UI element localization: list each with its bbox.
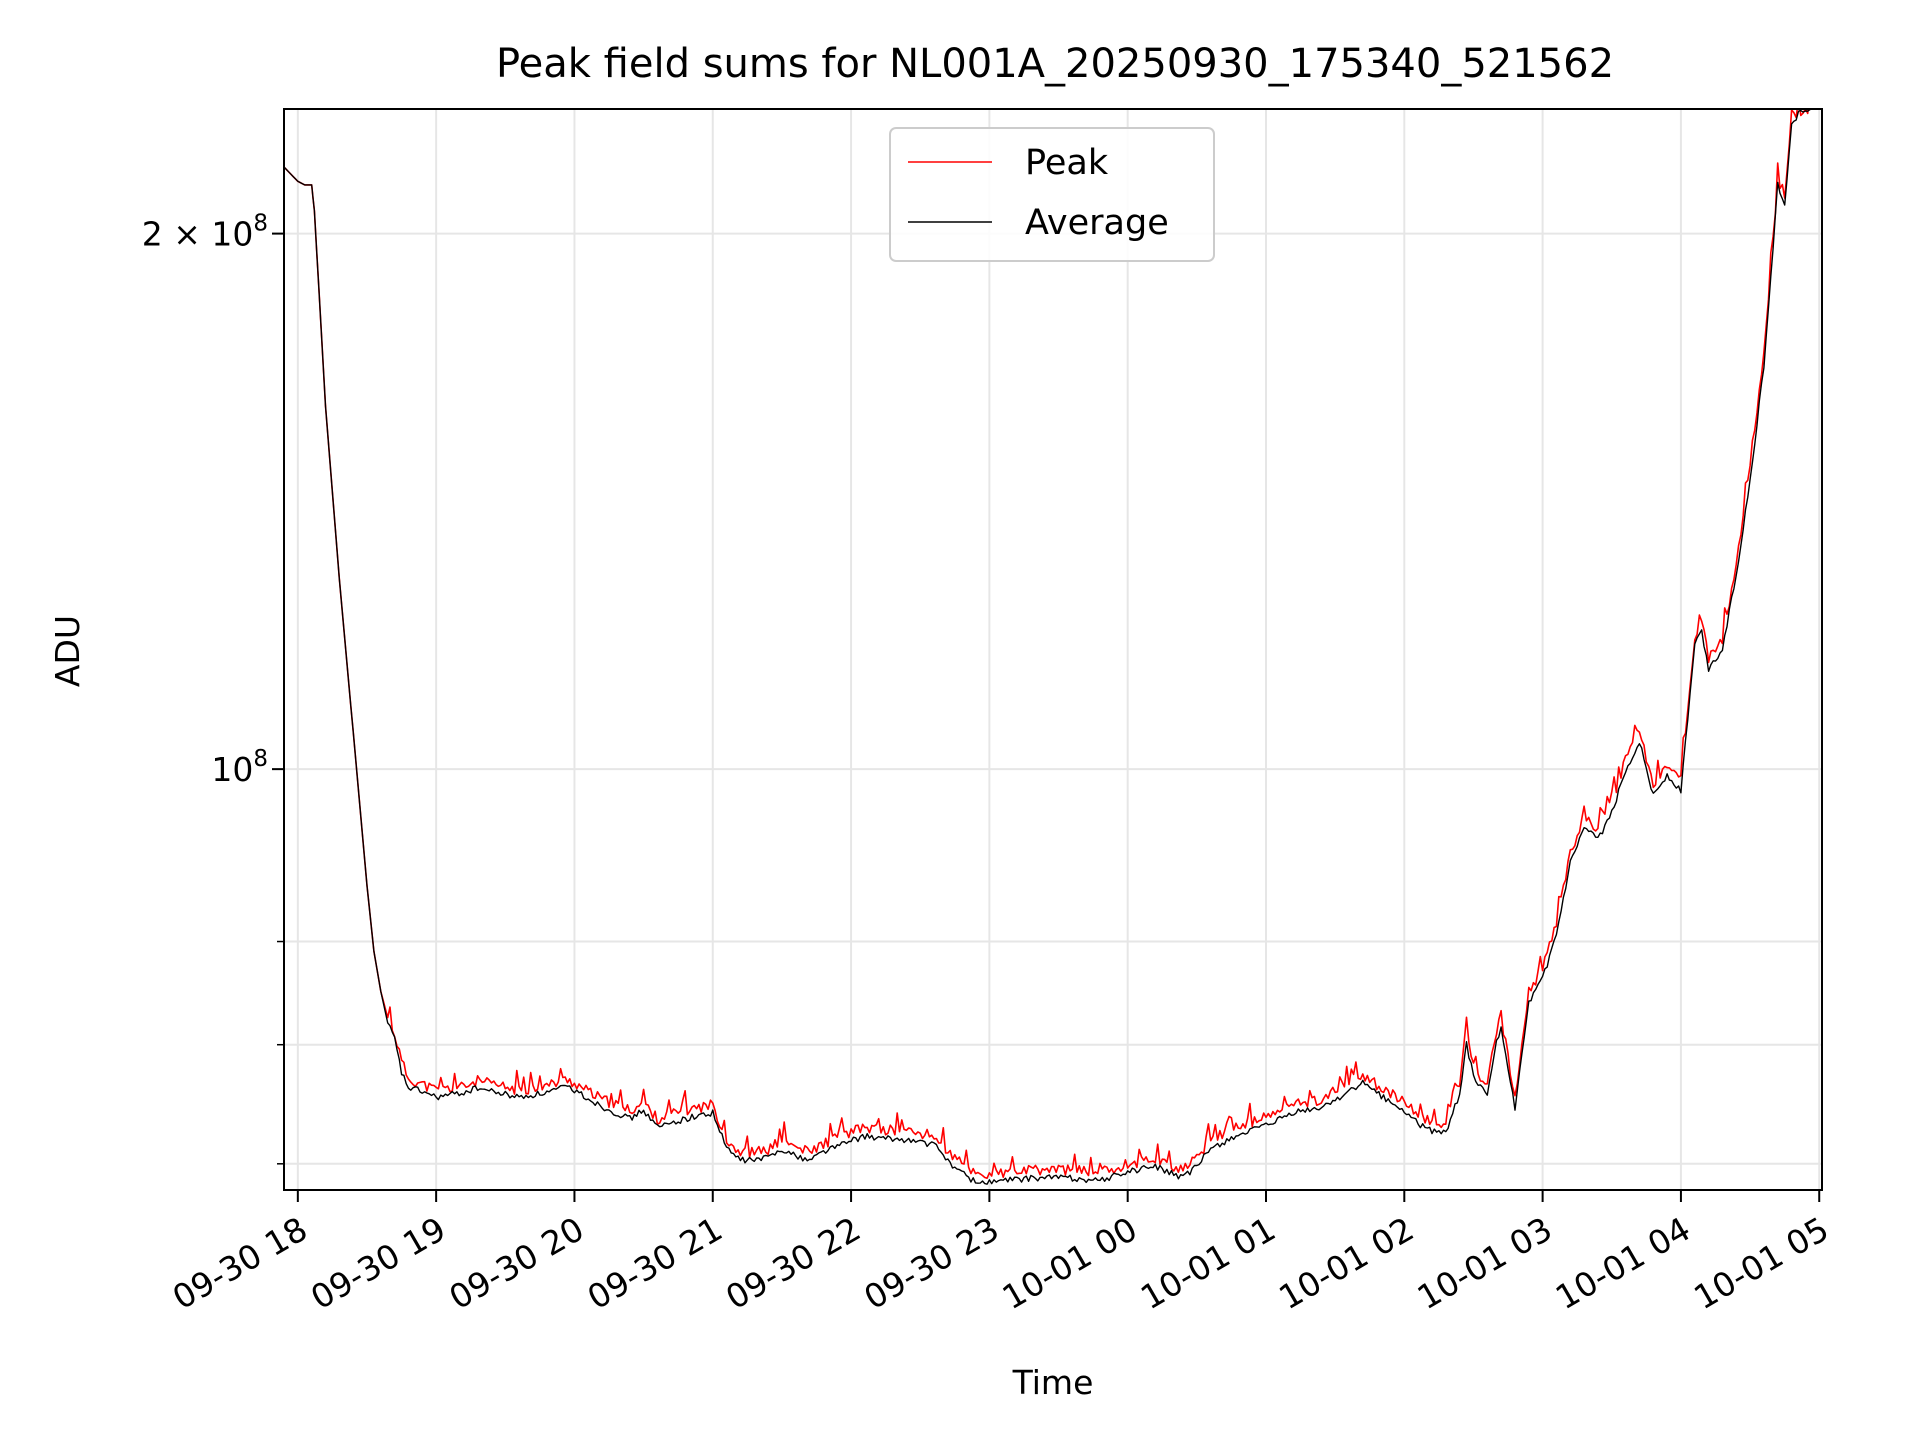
series-line-average <box>284 109 1813 1185</box>
y-axis-label: ADU <box>48 615 87 687</box>
y-tick-mantissa: 10 <box>211 750 253 789</box>
chart-title: Peak field sums for NL001A_20250930_1753… <box>496 41 1614 87</box>
y-tick-exponent: 8 <box>253 746 268 772</box>
plot-frame <box>283 108 1823 1191</box>
series-line-peak <box>284 109 1813 1179</box>
legend-label-peak: Peak <box>1025 143 1109 183</box>
legend: Peak Average <box>889 127 1215 262</box>
x-axis-label: Time <box>1012 1363 1094 1402</box>
y-tick-exponent: 8 <box>253 211 268 237</box>
grid-layer <box>284 109 1822 1190</box>
y-tick-mantissa: 2 × 10 <box>142 215 254 254</box>
series-layer <box>284 109 1813 1185</box>
y-tick-label: 108 <box>211 746 268 789</box>
legend-label-average: Average <box>1025 203 1169 243</box>
y-tick-label: 2 × 108 <box>142 211 268 254</box>
